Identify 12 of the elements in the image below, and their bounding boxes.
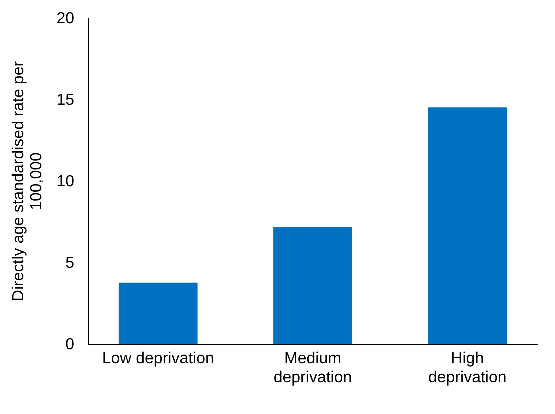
- x-tick-label: Low deprivation: [102, 350, 214, 368]
- y-tick-label: 20: [56, 10, 75, 28]
- bar: [428, 108, 508, 344]
- y-tick-label: 5: [66, 255, 75, 272]
- bar: [274, 227, 352, 344]
- y-tick-label: 0: [66, 336, 75, 354]
- y-tick-label: 10: [56, 174, 75, 190]
- x-tick-label: Medium deprivation: [274, 350, 352, 386]
- bar: [118, 282, 198, 344]
- y-axis-title: Directly age standardised rate per 100,000: [10, 60, 46, 302]
- y-tick-label: 15: [56, 92, 75, 109]
- x-tick-label: High deprivation: [428, 350, 507, 386]
